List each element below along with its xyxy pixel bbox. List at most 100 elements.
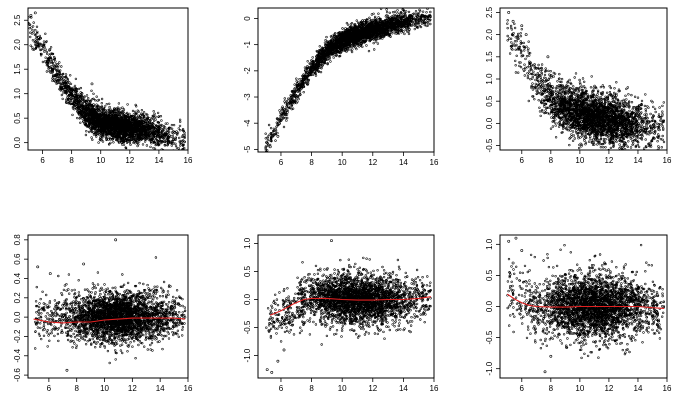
x-tick-label: 16 bbox=[663, 384, 672, 393]
x-axis: 6 8 10 12 14 16 bbox=[520, 150, 672, 165]
y-tick-label: 2.5 bbox=[13, 14, 22, 26]
x-tick-label: 12 bbox=[125, 156, 134, 165]
x-tick-label: 6 bbox=[279, 158, 284, 167]
outlier-point bbox=[514, 236, 518, 240]
outlier-point bbox=[330, 239, 333, 243]
x-tick-label: 12 bbox=[128, 384, 137, 393]
plot-area bbox=[506, 11, 666, 150]
scatter-points bbox=[28, 16, 187, 150]
x-tick-label: 10 bbox=[338, 158, 347, 167]
y-tick-label: 0.0 bbox=[13, 137, 22, 149]
outlier-point bbox=[520, 249, 524, 252]
y-tick-label: 0 bbox=[243, 16, 252, 21]
outlier-point bbox=[520, 24, 524, 28]
loess-fit-line bbox=[33, 317, 186, 324]
x-axis: 6 8 10 12 14 16 bbox=[279, 152, 439, 167]
outlier-point bbox=[265, 368, 269, 371]
y-tick-label: 1.0 bbox=[243, 237, 252, 249]
x-tick-label: 14 bbox=[154, 156, 163, 165]
plot-area bbox=[33, 238, 187, 372]
x-tick-label: 16 bbox=[430, 384, 439, 393]
x-tick-label: 10 bbox=[575, 384, 584, 393]
plot-frame bbox=[257, 234, 435, 379]
y-axis: -1.0 -0.5 0.0 0.5 1.0 bbox=[243, 237, 258, 362]
y-tick-label: 0.5 bbox=[243, 265, 252, 277]
outlier-point bbox=[288, 100, 292, 104]
y-tick-label: 2.5 bbox=[485, 6, 494, 18]
y-tick-label: -0.5 bbox=[485, 138, 494, 152]
outlier-point bbox=[284, 111, 287, 115]
y-tick-label: 0.5 bbox=[485, 95, 494, 107]
x-tick-label: 8 bbox=[69, 156, 74, 165]
x-tick-label: 6 bbox=[520, 156, 525, 165]
scatter-points bbox=[506, 243, 666, 360]
scatter-panel-bottom-left: 6 8 10 12 14 16 -0.6 -0.4 -0.2 0.0 0.2 0.4 0.6 0.8 bbox=[13, 234, 193, 393]
x-axis: 6 8 10 12 14 16 bbox=[47, 378, 193, 393]
x-tick-label: 16 bbox=[430, 158, 439, 167]
y-tick-label: -1.0 bbox=[243, 348, 252, 362]
scatter-points bbox=[506, 19, 666, 150]
y-tick-label: -0.2 bbox=[13, 329, 22, 343]
outlier-point bbox=[282, 348, 286, 352]
x-tick-label: 6 bbox=[520, 384, 525, 393]
x-tick-label: 12 bbox=[368, 158, 377, 167]
scatter-panel-top-right: 6 8 10 12 14 16 -0.5 0.0 0.5 1.0 1.5 2.0 2.5 bbox=[485, 6, 672, 165]
plot-frame bbox=[27, 7, 189, 151]
x-tick-label: 10 bbox=[338, 384, 347, 393]
y-tick-label: -1.0 bbox=[485, 361, 494, 375]
x-axis: 6 8 10 12 14 16 bbox=[520, 378, 672, 393]
x-tick-label: 8 bbox=[309, 384, 314, 393]
outlier-point bbox=[543, 370, 547, 374]
outlier-point bbox=[507, 239, 511, 243]
x-tick-label: 12 bbox=[368, 384, 377, 393]
y-tick-label: 0.0 bbox=[485, 117, 494, 129]
x-tick-label: 14 bbox=[634, 384, 643, 393]
y-tick-label: -0.5 bbox=[485, 330, 494, 344]
outlier-point bbox=[48, 48, 52, 52]
x-axis: 6 8 10 12 14 16 bbox=[279, 378, 439, 393]
outlier-point bbox=[48, 272, 52, 276]
plot-area bbox=[506, 236, 666, 374]
y-axis: -0.5 0.0 0.5 1.0 1.5 2.0 2.5 bbox=[485, 6, 500, 152]
y-tick-label: -0.6 bbox=[13, 368, 22, 382]
plot-frame bbox=[27, 234, 189, 379]
x-tick-label: 8 bbox=[549, 384, 554, 393]
outlier-point bbox=[546, 55, 550, 59]
y-tick-label: -3 bbox=[243, 93, 252, 101]
outlier-point bbox=[524, 33, 528, 37]
x-tick-label: 16 bbox=[663, 156, 672, 165]
plot-area bbox=[28, 11, 187, 150]
y-tick-label: 0.5 bbox=[13, 112, 22, 124]
x-tick-label: 14 bbox=[634, 156, 643, 165]
plot-area bbox=[265, 239, 432, 374]
y-axis: 0.0 0.5 1.0 1.5 2.0 2.5 bbox=[13, 14, 28, 148]
outlier-point bbox=[268, 145, 272, 149]
outlier-point bbox=[82, 262, 86, 266]
y-axis: -1.0 -0.5 0.0 0.5 1.0 bbox=[485, 238, 500, 376]
plot-area bbox=[264, 8, 432, 152]
y-tick-label: 0.4 bbox=[13, 272, 22, 284]
y-tick-label: 2.0 bbox=[485, 29, 494, 41]
x-tick-label: 12 bbox=[604, 384, 613, 393]
outlier-point bbox=[270, 370, 274, 374]
scatter-points bbox=[264, 8, 432, 152]
x-tick-label: 8 bbox=[549, 156, 554, 165]
x-tick-label: 8 bbox=[74, 384, 79, 393]
loess-fit-line bbox=[506, 293, 665, 309]
y-tick-label: 0.0 bbox=[13, 311, 22, 323]
y-tick-label: 1.0 bbox=[485, 238, 494, 250]
x-tick-label: 16 bbox=[184, 156, 193, 165]
x-tick-label: 14 bbox=[399, 384, 408, 393]
y-tick-label: 1.0 bbox=[13, 88, 22, 100]
outlier-point bbox=[29, 13, 33, 17]
scatter-panel-bottom-middle: 6 8 10 12 14 16 -1.0 -0.5 0.0 0.5 1.0 bbox=[243, 234, 439, 393]
x-tick-label: 16 bbox=[184, 384, 193, 393]
outlier-point bbox=[549, 354, 553, 358]
y-tick-label: -0.4 bbox=[13, 348, 22, 362]
y-tick-label: -0.5 bbox=[243, 320, 252, 334]
x-tick-label: 6 bbox=[40, 156, 45, 165]
outlier-point bbox=[65, 368, 69, 372]
y-tick-label: 0.2 bbox=[13, 292, 22, 304]
outlier-point bbox=[276, 134, 280, 138]
